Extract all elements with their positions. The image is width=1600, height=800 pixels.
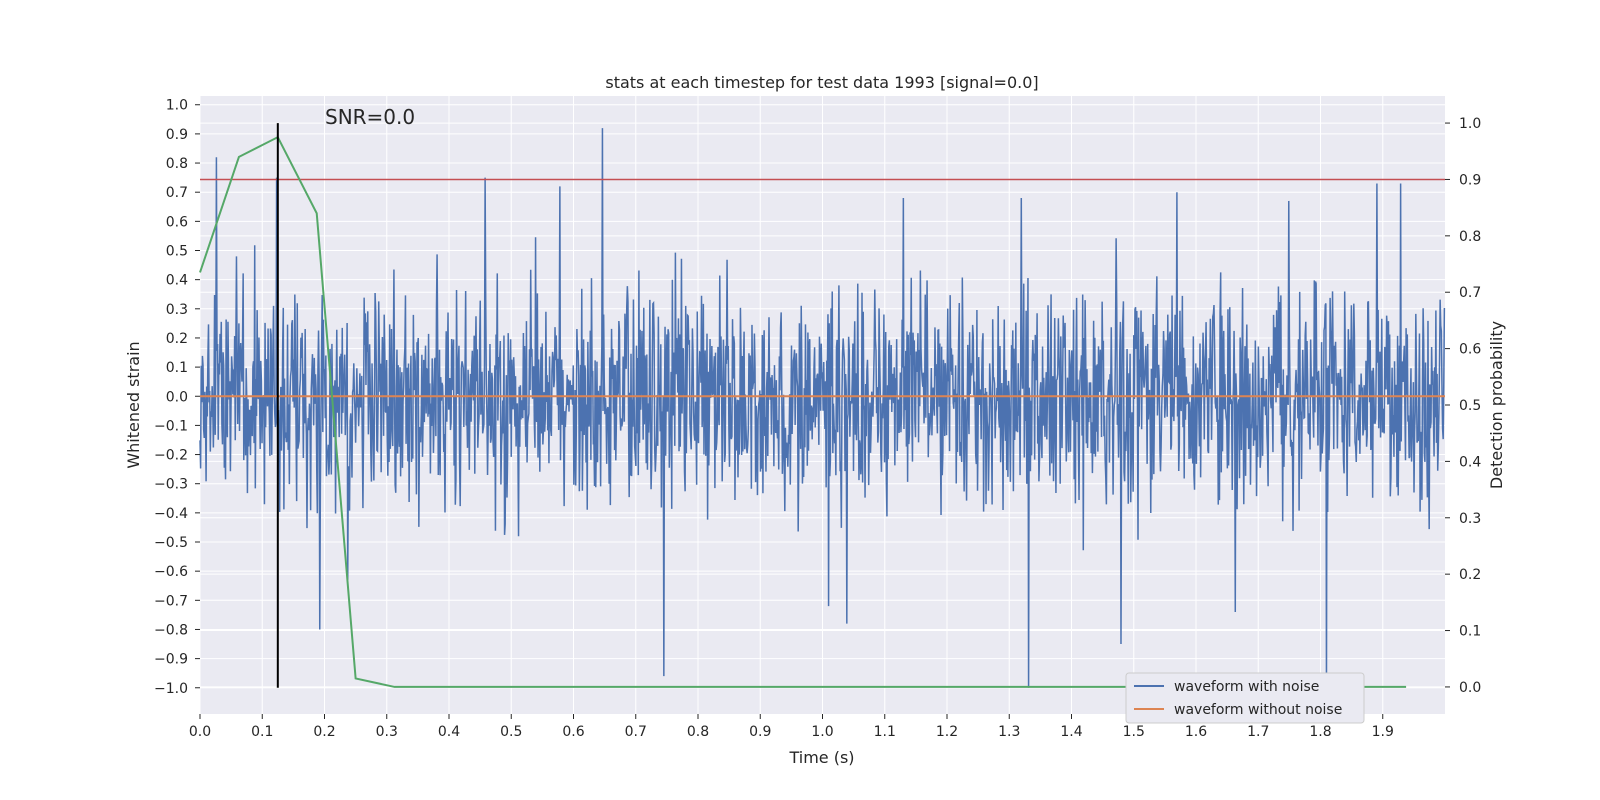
legend-entry-clean: waveform without noise — [1174, 702, 1342, 718]
y-tick-label: −0.3 — [154, 477, 188, 493]
x-tick-label: 0.4 — [438, 724, 460, 740]
y-tick-label: 0.0 — [166, 389, 188, 405]
y-tick-label: −0.2 — [154, 448, 188, 464]
x-tick-label: 1.5 — [1123, 724, 1145, 740]
x-tick-label: 0.8 — [687, 724, 709, 740]
y2-tick-label: 0.7 — [1459, 285, 1481, 301]
x-axis-label: Time (s) — [788, 748, 854, 767]
x-tick-label: 1.0 — [811, 724, 833, 740]
x-tick-label: 0.5 — [500, 724, 522, 740]
y-tick-label: 0.4 — [166, 273, 188, 289]
x-tick-label: 0.3 — [376, 724, 398, 740]
series-waveform-with-noise — [199, 128, 1446, 688]
x-tick-label: 0.2 — [313, 724, 335, 740]
x-tick-label: 1.4 — [1060, 724, 1082, 740]
y2-tick-label: 0.1 — [1459, 624, 1481, 640]
y-tick-label: 0.5 — [166, 244, 188, 260]
y2-tick-label: 0.4 — [1459, 454, 1481, 470]
y2-tick-label: 1.0 — [1459, 116, 1481, 132]
y-tick-label: 0.1 — [166, 360, 188, 376]
y-tick-label: −0.6 — [154, 564, 188, 580]
legend-box — [1125, 672, 1365, 724]
y-tick-label: 0.2 — [166, 331, 188, 347]
x-tick-label: 1.3 — [998, 724, 1020, 740]
x-tick-label: 1.1 — [874, 724, 896, 740]
y-tick-label: −0.4 — [154, 506, 188, 522]
x-tick-label: 0.7 — [625, 724, 647, 740]
y2-tick-label: 0.3 — [1459, 511, 1481, 527]
x-tick-label: 1.6 — [1185, 724, 1207, 740]
y2-tick-label: 0.6 — [1459, 342, 1481, 358]
y-tick-label: −0.5 — [154, 535, 188, 551]
chart-title: stats at each timestep for test data 199… — [605, 73, 1038, 92]
y2-tick-label: 0.8 — [1459, 229, 1481, 245]
x-tick-label: 0.9 — [749, 724, 771, 740]
y-tick-label: 0.6 — [166, 214, 188, 230]
y2-tick-label: 0.0 — [1459, 680, 1481, 696]
y2-axis-ticks: 1.0 0.9 0.8 0.7 0.6 0.5 0.4 0.3 0.2 0.1 0.0 — [1445, 116, 1481, 696]
legend: waveform with noise waveform without noi… — [1125, 672, 1365, 724]
y-tick-label: −0.9 — [154, 652, 188, 668]
y2-tick-label: 0.2 — [1459, 567, 1481, 583]
y-tick-label: −1.0 — [154, 681, 188, 697]
x-tick-label: 1.7 — [1247, 724, 1269, 740]
x-tick-label: 0.0 — [189, 724, 211, 740]
x-tick-label: 0.6 — [562, 724, 584, 740]
x-tick-label: 1.8 — [1309, 724, 1331, 740]
noise-waveform-line — [199, 128, 1446, 688]
y-tick-label: −0.1 — [154, 418, 188, 434]
y-axis-ticks: 1.0 0.9 0.8 0.7 0.6 0.5 0.4 0.3 0.2 0.1 0.0 −0.1 −0.… — [154, 98, 200, 697]
x-tick-label: 0.1 — [251, 724, 273, 740]
y-tick-label: −0.7 — [154, 593, 188, 609]
y-axis-label: Whitened strain — [124, 341, 143, 468]
y-tick-label: 0.3 — [166, 302, 188, 318]
x-tick-label: 1.9 — [1372, 724, 1394, 740]
y2-axis-label: Detection probability — [1487, 321, 1506, 489]
legend-entry-noise: waveform with noise — [1174, 679, 1319, 695]
y-tick-label: −0.8 — [154, 622, 188, 638]
x-tick-label: 1.2 — [936, 724, 958, 740]
y-tick-label: 0.8 — [166, 156, 188, 172]
y-tick-label: 1.0 — [166, 98, 188, 114]
x-axis-ticks: 0.0 0.1 0.2 0.3 0.4 0.5 0.6 0.7 0.8 0.9 1.0 1.1 1.2 1… — [189, 714, 1394, 740]
snr-annotation: SNR=0.0 — [325, 105, 415, 129]
y2-tick-label: 0.9 — [1459, 172, 1481, 188]
y-tick-label: 0.9 — [166, 127, 188, 143]
y2-tick-label: 0.5 — [1459, 398, 1481, 414]
y-tick-label: 0.7 — [166, 185, 188, 201]
